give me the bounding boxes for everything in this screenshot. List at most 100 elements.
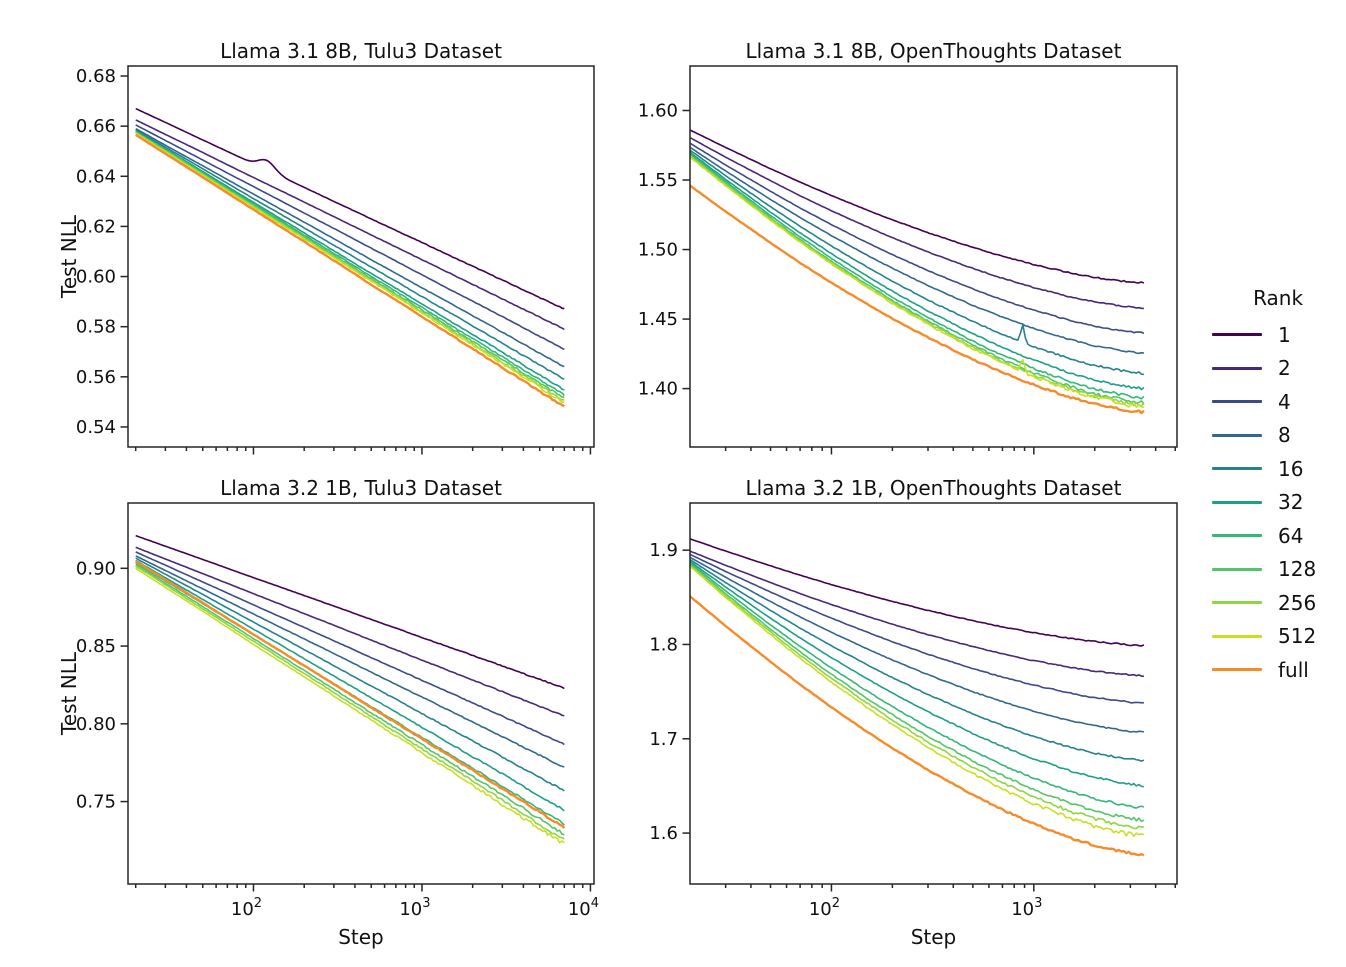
series-line-rank-1: [690, 129, 1145, 284]
subplot-1-ticks: [682, 109, 1177, 455]
legend-swatch-rank-2: [1212, 366, 1262, 370]
legend-item-rank-2: 2: [1202, 352, 1316, 386]
y-tick-label: 1.55: [638, 170, 678, 191]
legend-swatch-rank-128: [1212, 567, 1262, 571]
y-tick-label: 1.9: [649, 540, 678, 561]
legend-swatch-rank-32: [1212, 500, 1262, 504]
legend-label: full: [1278, 657, 1309, 682]
series-line-rank-512: [690, 565, 1145, 838]
legend-label: 16: [1278, 456, 1304, 481]
series-line-rank-512: [135, 132, 565, 404]
series-line-rank-8: [135, 555, 565, 768]
legend-label: 128: [1278, 557, 1317, 582]
series-line-rank-256: [690, 155, 1145, 407]
legend-swatch-rank-full: [1212, 668, 1262, 672]
y-tick-label: 0.66: [76, 116, 116, 137]
series-line-rank-128: [690, 563, 1145, 823]
subplot-3: Llama 3.2 1B, OpenThoughts Dataset 102 103…: [649, 476, 1178, 949]
y-axis-label: Test NLL: [57, 214, 81, 299]
series-line-rank-full: [135, 133, 565, 408]
series-line-rank-4: [135, 124, 565, 351]
y-tick-label: 0.75: [76, 792, 116, 813]
y-tick-label: 1.60: [638, 100, 678, 121]
series-line-rank-64: [690, 153, 1145, 400]
series-line-rank-256: [690, 564, 1144, 830]
series-line-rank-2: [690, 550, 1144, 678]
series-line-rank-16: [135, 557, 565, 792]
subplot-1-frame: [689, 65, 1178, 448]
subplot-2-frame: [127, 502, 595, 885]
series-line-rank-8: [690, 556, 1145, 733]
subplot-2-ticks: [120, 567, 592, 892]
y-tick-label: 0.64: [76, 166, 116, 187]
series-line-rank-32: [135, 559, 565, 812]
x-tick-label: 103: [1011, 896, 1042, 920]
legend-label: 256: [1278, 590, 1317, 615]
y-tick-label: 1.6: [649, 823, 678, 844]
legend-item-rank-1: 1: [1202, 318, 1316, 352]
y-tick-label: 1.45: [638, 309, 678, 330]
series-line-rank-64: [135, 130, 565, 397]
subplot-1-series: [690, 129, 1145, 415]
legend-swatch-rank-1: [1212, 333, 1262, 337]
series-line-rank-1: [135, 107, 565, 310]
series-line-rank-1: [690, 538, 1145, 647]
y-tick-label: 1.40: [638, 379, 678, 400]
subplot-1-title: Llama 3.1 8B, OpenThoughts Dataset: [746, 39, 1122, 63]
legend-item-rank-full: full: [1202, 653, 1316, 687]
subplot-2-title: Llama 3.2 1B, Tulu3 Dataset: [220, 476, 502, 500]
subplot-0-frame: [127, 65, 595, 448]
series-line-rank-16: [690, 149, 1144, 376]
legend-label: 2: [1278, 356, 1291, 381]
legend-swatch-rank-4: [1212, 400, 1262, 404]
x-axis-label: Step: [338, 925, 384, 949]
series-line-rank-full: [690, 595, 1145, 857]
series-line-rank-1: [135, 534, 565, 690]
subplot-0: Llama 3.1 8B, Tulu3 Dataset 0.54 0.56 0.58 0…: [57, 39, 595, 455]
y-tick-label: 0.85: [76, 636, 116, 657]
y-tick-label: 0.68: [76, 66, 116, 87]
series-line-rank-256: [135, 565, 565, 840]
legend-label: 512: [1278, 624, 1317, 649]
legend-swatch-rank-64: [1212, 534, 1262, 538]
series-line-rank-8: [690, 146, 1145, 355]
legend-item-rank-16: 16: [1202, 452, 1316, 486]
legend-swatch-rank-16: [1212, 467, 1262, 471]
series-line-rank-32: [690, 151, 1145, 391]
legend-swatch-rank-256: [1212, 601, 1262, 605]
subplot-3-series: [690, 538, 1145, 857]
series-line-rank-2: [135, 546, 565, 717]
x-tick-label: 102: [809, 896, 840, 920]
y-tick-label: 0.60: [76, 267, 116, 288]
subplot-0-ticks: [120, 75, 592, 455]
legend-item-rank-4: 4: [1202, 385, 1316, 419]
series-line-rank-16: [690, 558, 1145, 762]
series-line-rank-8: [135, 127, 565, 368]
legend-label: 64: [1278, 523, 1304, 548]
series-line-rank-512: [135, 567, 565, 844]
series-line-rank-512: [690, 156, 1145, 409]
series-line-rank-128: [690, 154, 1145, 405]
y-tick-label: 1.7: [649, 729, 678, 750]
y-tick-label: 0.54: [76, 417, 116, 438]
series-line-rank-4: [690, 142, 1145, 335]
legend-item-rank-256: 256: [1202, 586, 1316, 620]
series-line-rank-32: [690, 560, 1145, 788]
legend-label: 32: [1278, 490, 1304, 515]
series-line-rank-full: [135, 560, 566, 829]
y-axis-label: Test NLL: [57, 651, 81, 736]
series-line-rank-64: [690, 562, 1145, 809]
legend-item-rank-8: 8: [1202, 419, 1316, 453]
x-tick-label: 102: [231, 896, 262, 920]
series-line-rank-full: [690, 184, 1145, 415]
subplot-2: Llama 3.2 1B, Tulu3 Dataset 102 103 104 0.75…: [57, 476, 599, 949]
subplot-3-frame: [689, 502, 1178, 885]
subplot-3-title: Llama 3.2 1B, OpenThoughts Dataset: [746, 476, 1122, 500]
x-tick-label: 104: [568, 896, 599, 920]
series-line-rank-128: [135, 563, 565, 836]
series-line-rank-16: [135, 129, 565, 380]
legend-title: Rank: [1253, 286, 1304, 310]
y-tick-label: 1.8: [649, 634, 678, 655]
